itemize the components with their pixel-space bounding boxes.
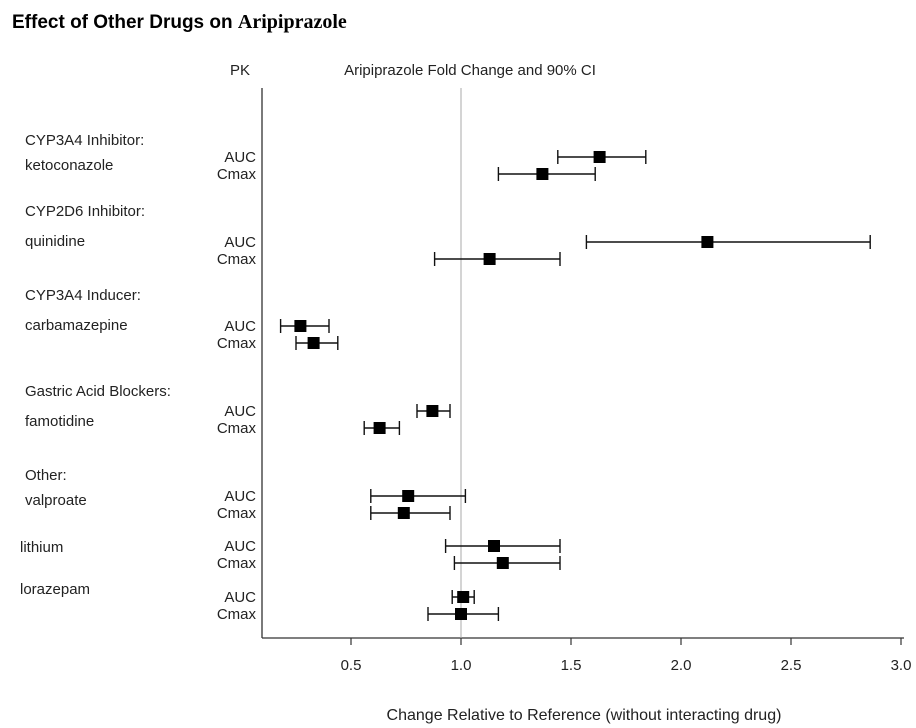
point-estimate [488,540,500,552]
x-tick-label: 1.0 [451,657,472,674]
point-estimate [593,151,606,163]
group-category-label: CYP2D6 Inhibitor: [25,203,145,220]
row-labels: CYP3A4 Inhibitor:ketoconazole AUCCmaxCYP2… [20,132,256,623]
group-category-label: Other: [25,467,67,484]
point-estimate [294,320,307,332]
pk-label: Cmax [217,505,257,522]
point-estimate [701,236,714,248]
drug-label: lorazepam [20,581,90,598]
chart-title: Effect of Other Drugs on Aripiprazole [12,11,347,33]
point-estimate [457,591,470,603]
point-estimate [483,253,496,265]
chart-title-main: Effect of Other Drugs on [12,12,238,33]
drug-label: carbamazepine [25,317,128,334]
data-marks [279,150,871,621]
pk-label: AUC [224,234,256,251]
pk-label: AUC [224,149,256,166]
pk-label: AUC [224,589,256,606]
drug-label: quinidine [25,233,85,250]
group-category-label: CYP3A4 Inhibitor: [25,132,144,149]
plot-axes: 0.5 1.0 1.5 2.0 2.5 3.0 [261,88,912,674]
pk-label: AUC [224,488,256,505]
point-estimate [496,557,509,569]
x-tick-label: 2.0 [671,657,692,674]
point-estimate [373,422,386,434]
point-estimate [307,337,320,349]
x-tick-label: 1.5 [561,657,582,674]
drug-label: valproate [25,492,87,509]
group-category-label: Gastric Acid Blockers: [25,383,171,400]
x-tick-label: 3.0 [891,657,912,674]
pk-label: AUC [224,538,256,555]
x-tick-label: 2.5 [781,657,802,674]
point-estimate [397,507,410,519]
drug-label: ketoconazole [25,157,113,174]
pk-label: Cmax [217,555,257,572]
pk-label: Cmax [217,251,257,268]
point-estimate [455,608,467,620]
group-category-label: CYP3A4 Inducer: [25,287,141,304]
pk-column-header: PK [230,62,250,79]
point-estimate [426,405,439,417]
drug-label: lithium [20,539,63,556]
x-axis-label: Change Relative to Reference (without in… [387,707,782,724]
point-estimate [402,490,415,502]
pk-label: Cmax [217,420,257,437]
drug-label: famotidine [25,413,94,430]
pk-label: Cmax [217,166,257,183]
pk-label: Cmax [217,606,257,623]
point-estimate [536,168,549,180]
chart-title-drug: Aripiprazole [238,11,347,33]
plot-header: Aripiprazole Fold Change and 90% CI [344,62,596,79]
pk-label: AUC [224,318,256,335]
x-tick-label: 0.5 [341,657,362,674]
pk-label: Cmax [217,335,257,352]
pk-label: AUC [224,403,256,420]
